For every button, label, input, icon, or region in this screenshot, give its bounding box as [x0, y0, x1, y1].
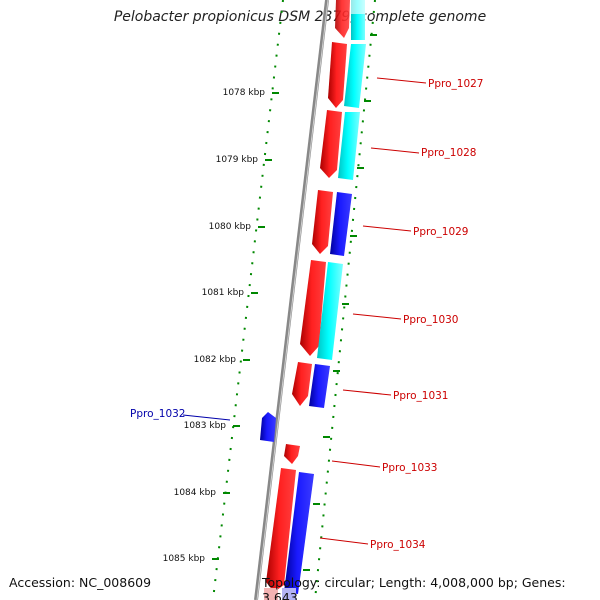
genome-title: Pelobacter propionicus DSM 2379, complet… — [113, 9, 487, 25]
kbp-label-1085: 1085 kbp — [163, 554, 206, 564]
gene-arrow-ppro-1028[interactable] — [320, 110, 342, 178]
gene-arrow-ppro-1032[interactable] — [260, 412, 276, 442]
gene-box-ppro-1030[interactable] — [317, 262, 343, 360]
gene-arrow-ppro-1029[interactable] — [312, 190, 333, 254]
gene-fragment-bottom-blue — [282, 588, 296, 600]
genome-backbone — [254, 0, 329, 600]
kbp-label-1079: 1079 kbp — [216, 155, 259, 165]
gene-label-ppro-1034[interactable]: Ppro_1034 — [370, 539, 426, 551]
gene-arrow-ppro-1031[interactable] — [292, 362, 312, 406]
gene-fragment-bottom-red — [264, 588, 278, 600]
accession-text: Accession: NC_008609 — [9, 575, 152, 590]
gene-label-ppro-1033[interactable]: Ppro_1033 — [382, 462, 437, 474]
gene-box-ppro-1027[interactable] — [344, 44, 366, 108]
gene-label-ppro-1027[interactable]: Ppro_1027 — [428, 78, 483, 90]
genome-backbone-highlight — [256, 0, 329, 600]
gene-box-ppro-1031[interactable] — [309, 364, 330, 408]
gene-arrow-ppro-1027[interactable] — [328, 42, 347, 108]
kbp-label-1082: 1082 kbp — [194, 355, 237, 365]
kbp-label-1080: 1080 kbp — [209, 222, 252, 232]
kbp-label-1084: 1084 kbp — [174, 488, 217, 498]
gene-label-ppro-1030[interactable]: Ppro_1030 — [403, 314, 458, 326]
kbp-label-1083: 1083 kbp — [184, 421, 227, 431]
gene-box-ppro-1029[interactable] — [330, 192, 352, 256]
gene-label-ppro-1029[interactable]: Ppro_1029 — [413, 226, 468, 238]
outer-ticks — [303, 34, 377, 571]
kbp-label-1078: 1078 kbp — [223, 88, 266, 98]
gene-arrow-ppro-1030[interactable] — [300, 260, 326, 356]
gene-label-ppro-1028[interactable]: Ppro_1028 — [421, 147, 476, 159]
gene-arrow-ppro-1033[interactable] — [284, 444, 300, 464]
gene-label-ppro-1032[interactable]: Ppro_1032 — [130, 408, 185, 420]
topology-text: Topology: circular; Length: 4,008,000 bp… — [262, 575, 566, 600]
gene-label-ppro-1031[interactable]: Ppro_1031 — [393, 390, 448, 402]
gene-box-ppro-1034[interactable] — [284, 472, 314, 594]
kbp-ticks — [212, 92, 279, 560]
gene-arrow-partial[interactable] — [335, 0, 350, 38]
gene-leader-lines — [182, 77, 427, 545]
outer-tick-guide — [314, 0, 376, 600]
kbp-label-1081: 1081 kbp — [202, 288, 245, 298]
gene-box-ppro-1028[interactable] — [338, 112, 360, 180]
gene-arrow-ppro-1034[interactable] — [266, 468, 296, 592]
gene-box-faded — [350, 0, 366, 14]
